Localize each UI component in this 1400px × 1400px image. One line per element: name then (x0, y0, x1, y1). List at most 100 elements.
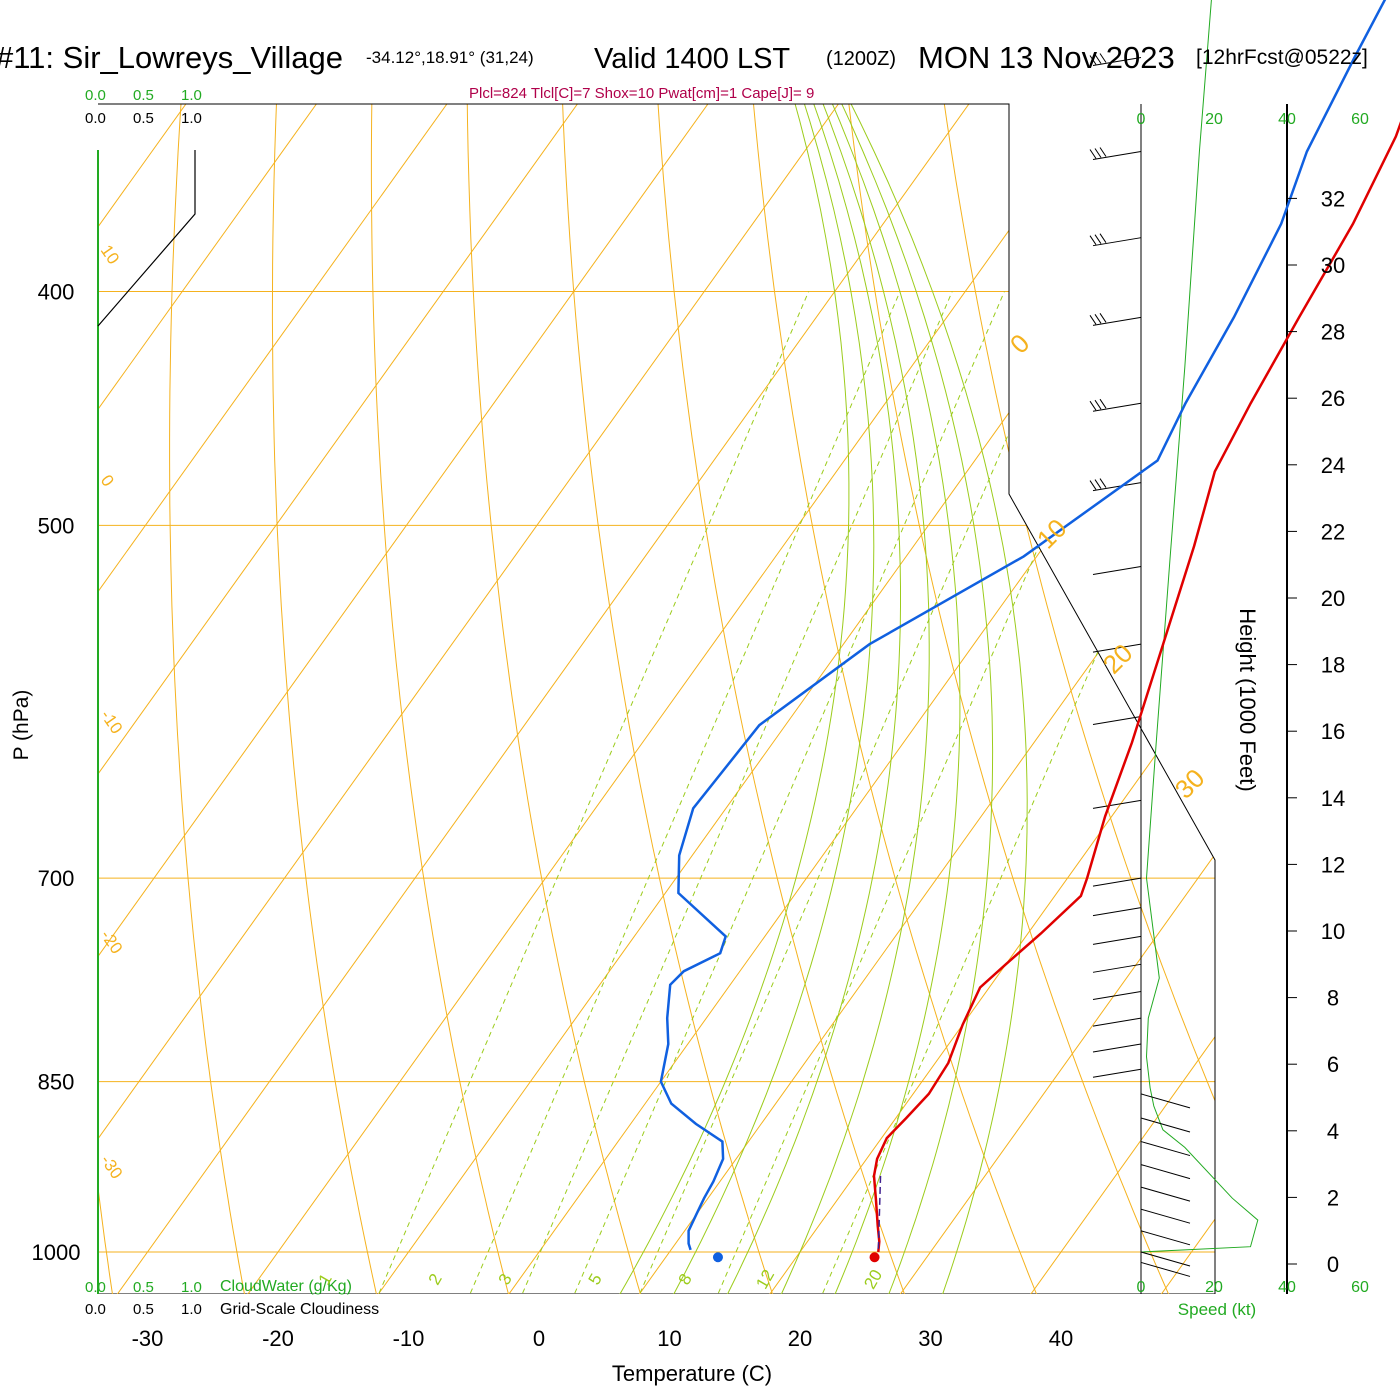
scale-top-black-2: 1.0 (181, 110, 202, 127)
isotherm-line (364, 104, 1215, 1294)
valid-date: MON 13 Nov 2023 (918, 40, 1175, 75)
wind-barb-flag (1089, 400, 1097, 411)
scale-bottom-black-0: 0.0 (85, 1301, 106, 1318)
mixing-ratio-line (717, 291, 1149, 1294)
wind-barb (1140, 1186, 1191, 1202)
wind-barb (1092, 1043, 1142, 1053)
dry-adiabat-line (271, 104, 382, 1294)
wind-barb-flag (1094, 399, 1102, 410)
height-tick-label: 8 (1327, 986, 1339, 1011)
cloudwater-label: CloudWater (g/Kg) (220, 1278, 352, 1295)
stability-indices: Plcl=824 Tlcl[C]=7 Shox=10 Pwat[cm]=1 Ca… (469, 85, 814, 102)
isotherm-line (1147, 104, 1215, 1294)
scale-bottom-black-1: 0.5 (133, 1301, 154, 1318)
height-axis-label: Height (1000 Feet) (1235, 608, 1260, 791)
adiabat-label: 0 (97, 471, 118, 490)
speed-tick-label-top: 0 (1137, 111, 1146, 128)
scale-top-green-0: 0.0 (85, 87, 106, 104)
isotherm-line (1016, 104, 1215, 1294)
mixing-ratio-label: 20 (860, 1266, 886, 1292)
wind-barb-flag (1094, 234, 1102, 244)
wind-barb (1140, 1208, 1191, 1224)
isotherm-line (233, 104, 1215, 1294)
dry-adiabat-line (734, 104, 1045, 1294)
dewpoint-line (659, 0, 1387, 1251)
valid-time: Valid 1400 LST (594, 43, 790, 75)
wind-barb-flag (1099, 478, 1107, 488)
height-tick-label: 0 (1327, 1252, 1339, 1277)
valid-zulu: (1200Z) (826, 48, 896, 70)
wind-barb (1092, 643, 1142, 653)
height-tick-label: 4 (1327, 1119, 1339, 1144)
height-tick-label: 26 (1321, 386, 1345, 411)
wind-barb-flag (1099, 233, 1107, 243)
height-tick-label: 10 (1321, 919, 1345, 944)
wind-barb-flag (1094, 314, 1102, 324)
speed-tick-label-top: 40 (1278, 111, 1296, 128)
station-coords: -34.12°,18.91° (31,24) (366, 48, 534, 67)
wind-barb-flag (1099, 398, 1107, 409)
wind-barb-flag (1099, 147, 1107, 157)
wind-barb-flag (1094, 479, 1102, 489)
plot-frame (98, 103, 1216, 1294)
x-tick-label: -30 (132, 1326, 164, 1351)
height-tick-label: 16 (1321, 719, 1345, 744)
dry-adiabat-line (820, 104, 1178, 1294)
wind-barb (1092, 565, 1142, 575)
moist-adiabat-line (633, 104, 1028, 1294)
moist-adiabat-line (640, 104, 961, 1294)
wind-barb (1092, 1017, 1142, 1027)
moist-adiabat-line (608, 104, 850, 1294)
speed-tick-label-bottom: 60 (1351, 1279, 1369, 1296)
isotherm-temp-label: 20 (1097, 638, 1139, 680)
speed-tick-label-top: 20 (1205, 111, 1223, 128)
isotherm-line (98, 104, 175, 1294)
scale-bottom-green-0: 0.0 (85, 1279, 106, 1296)
wind-barb (1140, 1117, 1191, 1133)
x-axis-label: Temperature (C) (612, 1361, 772, 1386)
adiabat-label: -30 (97, 1151, 127, 1182)
speed-tick-label-bottom: 20 (1205, 1279, 1223, 1296)
speed-tick-label-bottom: 40 (1278, 1279, 1296, 1296)
isotherm-line (625, 104, 1215, 1294)
chart-marks (97, 0, 1400, 1294)
adiabat-label: 10 (97, 241, 123, 267)
wind-barb (1092, 57, 1142, 67)
wind-barb (1092, 150, 1142, 160)
height-tick-label: 6 (1327, 1052, 1339, 1077)
moist-adiabat-line (636, 104, 994, 1294)
dry-adiabat-line (370, 104, 514, 1294)
x-tick-label: 10 (657, 1326, 681, 1351)
pressure-tick-label: 300 (38, 0, 75, 3)
height-tick-label: 32 (1321, 186, 1345, 211)
mixing-ratio-label: 5 (585, 1270, 606, 1288)
wind-barb-flag (1089, 149, 1097, 159)
wind-barb (1092, 402, 1142, 412)
mixing-ratio-line (378, 291, 810, 1294)
scale-top-green-1: 0.5 (133, 87, 154, 104)
pressure-tick-label: 400 (38, 279, 75, 304)
wind-barb-flag (1089, 235, 1097, 245)
dry-adiabat-line (98, 104, 128, 1294)
wind-barb (1092, 877, 1142, 887)
speed-axis-label: Speed (kt) (1178, 1300, 1256, 1319)
pressure-tick-label: 700 (38, 866, 75, 891)
wind-barb (1092, 799, 1142, 809)
isotherm-line (98, 104, 1088, 1294)
wind-barb (1140, 1261, 1191, 1277)
wind-barb (1140, 1141, 1191, 1157)
isotherm-line (103, 104, 1215, 1294)
height-tick-label: 18 (1321, 653, 1345, 678)
mixing-ratio-line (639, 291, 1071, 1294)
isotherm-line (98, 104, 436, 1294)
dry-adiabat-line (466, 104, 647, 1294)
wind-barb (1140, 1164, 1191, 1180)
scale-bottom-black-2: 1.0 (181, 1301, 202, 1318)
moist-adiabat-line (651, 104, 875, 1294)
mixing-ratio-line (822, 291, 1215, 1294)
parcel-line (877, 1175, 882, 1253)
speed-tick-label-top: 60 (1351, 111, 1369, 128)
x-tick-label: 20 (788, 1326, 812, 1351)
wind-barb-flag (1089, 480, 1097, 490)
